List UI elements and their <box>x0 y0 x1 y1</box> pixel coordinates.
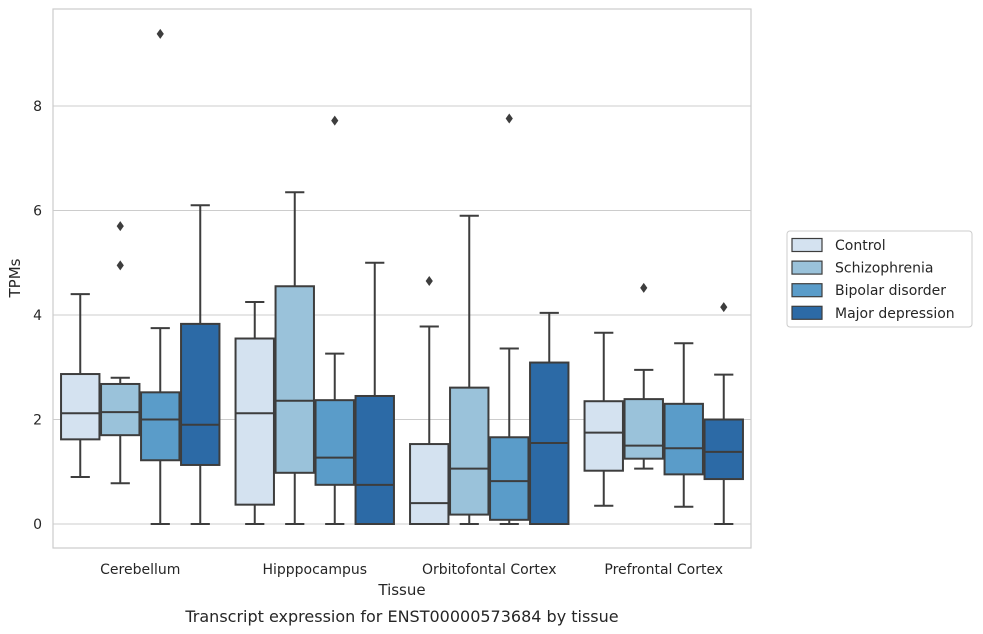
box-1-0 <box>234 300 275 525</box>
box-body <box>354 394 395 525</box>
box-0-0 <box>60 293 101 478</box>
box-body <box>314 399 355 486</box>
box-3-0 <box>583 331 624 507</box>
box-0-2 <box>140 28 181 525</box>
box-2-3 <box>529 311 570 525</box>
box-body <box>623 398 664 460</box>
box-body <box>100 382 141 437</box>
y-tick-label: 6 <box>33 204 42 220</box>
box-body <box>274 285 315 474</box>
x-tick-label: Hipppocampus <box>262 562 367 578</box>
box-body <box>180 322 221 466</box>
legend-frame <box>786 230 973 328</box>
box-3-3 <box>703 302 744 525</box>
box-1-1 <box>274 191 315 525</box>
y-axis-label: TPMs <box>6 258 24 298</box>
outlier-point <box>720 302 728 313</box>
legend-swatch <box>791 260 823 275</box>
legend-label: Control <box>835 238 886 254</box>
box-body <box>234 337 275 506</box>
outlier-point <box>116 260 124 271</box>
legend-label: Schizophrenia <box>835 261 933 277</box>
box-body <box>449 386 490 516</box>
y-tick-label: 0 <box>33 517 42 533</box>
x-tick-label: Orbitofontal Cortex <box>422 562 557 578</box>
grid-lines <box>53 105 751 525</box>
box-body <box>583 400 624 472</box>
box-2-0 <box>409 276 450 525</box>
legend-label: Bipolar disorder <box>835 283 946 299</box>
y-axis-ticks: 0 2 4 6 8 <box>33 99 42 533</box>
box-body <box>140 391 181 462</box>
legend: Control Schizophrenia Bipolar disorder Majo… <box>786 230 973 328</box>
y-tick-label: 8 <box>33 99 42 115</box>
legend-label: Major depression <box>835 306 955 322</box>
outlier-point <box>331 115 339 126</box>
box-3-1 <box>623 282 664 470</box>
x-tick-label: Cerebellum <box>100 562 180 578</box>
box-0-1 <box>100 221 141 485</box>
legend-swatch <box>791 237 823 253</box>
box-body <box>663 402 704 476</box>
box-3-2 <box>663 342 704 508</box>
x-tick-label: Prefrontal Cortex <box>604 562 723 578</box>
x-axis-label: Tissue <box>377 581 425 599</box>
y-tick-label: 2 <box>33 413 42 429</box>
box-body <box>409 443 450 525</box>
box-0-3 <box>180 204 221 525</box>
plot-frame <box>52 8 752 549</box>
legend-swatch <box>791 283 823 298</box>
boxes <box>60 28 744 525</box>
box-1-3 <box>354 261 395 525</box>
legend-swatch <box>791 305 823 320</box>
box-1-2 <box>314 115 355 525</box>
y-tick-label: 4 <box>33 308 42 324</box>
outlier-point <box>640 282 648 293</box>
box-body <box>703 418 744 481</box>
box-2-2 <box>489 113 530 525</box>
box-2-1 <box>449 214 490 525</box>
x-axis-ticks: Cerebellum Hipppocampus Orbitofontal Corte… <box>100 562 723 578</box>
outlier-point <box>505 113 513 124</box>
outlier-point <box>116 221 124 232</box>
box-body <box>60 373 101 441</box>
outlier-point <box>425 276 433 287</box>
outlier-point <box>156 28 164 39</box>
box-body <box>489 436 530 521</box>
chart-title: Transcript expression for ENST0000057368… <box>184 607 618 626</box>
